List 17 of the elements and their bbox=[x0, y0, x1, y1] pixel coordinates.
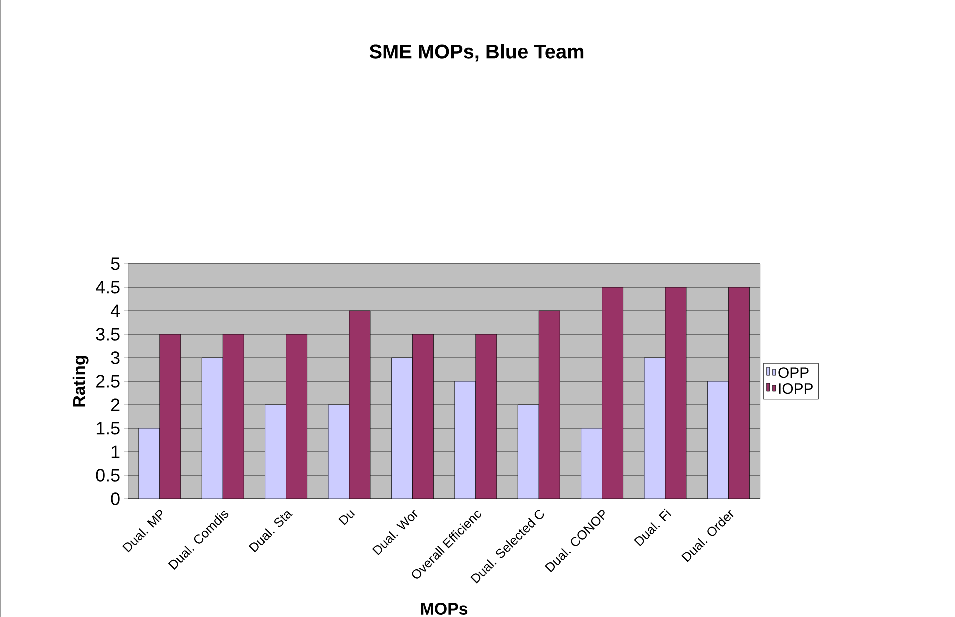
y-tick-label: 2.5 bbox=[96, 375, 120, 388]
y-tick-label: 1.5 bbox=[96, 422, 120, 435]
x-axis-title: MOPs bbox=[421, 603, 468, 616]
y-axis-title: Rating bbox=[72, 356, 89, 407]
y-tick-label: 3.5 bbox=[96, 328, 120, 341]
y-tick-label: 3 bbox=[111, 352, 120, 364]
legend-label: OPP bbox=[778, 368, 809, 378]
y-tick-label: 5 bbox=[111, 258, 120, 270]
y-tick-label: 4.5 bbox=[96, 281, 120, 294]
chart-title: SME MOPs, Blue Team bbox=[370, 44, 584, 62]
y-tick-label: 0 bbox=[111, 492, 120, 506]
y-tick-label: 2 bbox=[111, 398, 120, 412]
y-tick-label: 0.5 bbox=[96, 469, 120, 482]
legend-label: IOPP bbox=[779, 384, 813, 394]
y-tick-label: 4 bbox=[110, 304, 120, 318]
x-tick-label: Du bbox=[338, 510, 356, 526]
y-tick-label: 1 bbox=[112, 446, 120, 458]
